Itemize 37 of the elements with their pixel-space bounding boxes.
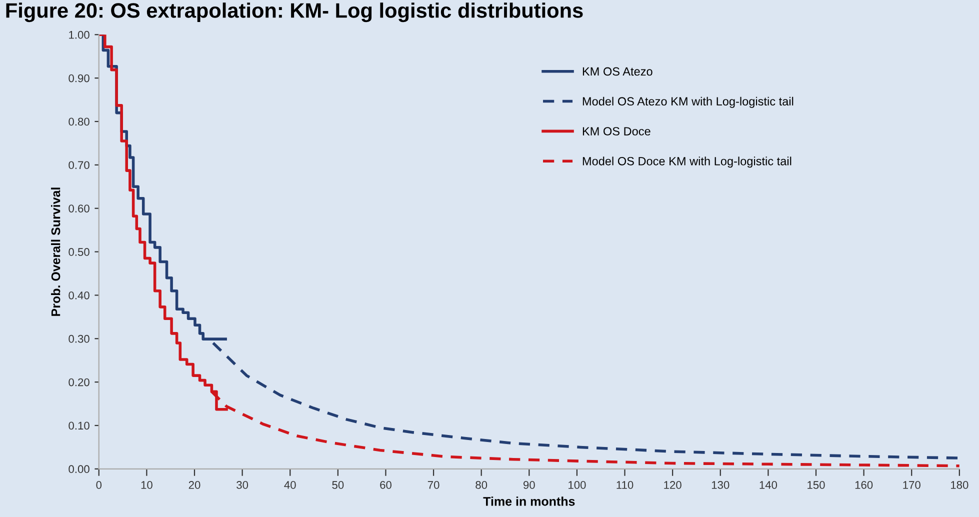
chart-title: Figure 20: OS extrapolation: KM- Log logistic distributions	[6, 2, 583, 22]
y-tick-label: 0.80	[68, 118, 90, 126]
x-tick-label: 0	[96, 481, 102, 489]
x-tick-label: 30	[236, 481, 248, 489]
y-tick-label: 0.60	[68, 204, 90, 212]
x-tick-label: 70	[428, 481, 440, 489]
x-tick-label: 90	[523, 481, 535, 489]
y-tick-label: 0.30	[68, 334, 90, 343]
x-tick-label: 100	[568, 481, 586, 489]
y-tick-label: 0.90	[68, 74, 90, 82]
legend-label: Model OS Doce KM with Log-logistic tail	[582, 156, 792, 168]
x-tick-label: 140	[760, 481, 778, 489]
legend-label: KM OS Atezo	[582, 67, 652, 76]
x-tick-label: 160	[855, 481, 873, 489]
y-tick-label: 0.10	[68, 422, 90, 430]
y-tick-label: 0.00	[68, 465, 90, 474]
legend-label: KM OS Doce	[582, 127, 650, 136]
x-tick-label: 20	[188, 481, 200, 489]
x-tick-label: 170	[903, 481, 920, 489]
legend-label: Model OS Atezo KM with Log-logistic tail	[582, 96, 794, 108]
y-tick-label: 0.70	[68, 161, 90, 170]
x-tick-label: 50	[332, 481, 344, 489]
x-tick-label: 180	[951, 481, 968, 489]
y-tick-label: 0.40	[68, 291, 90, 300]
x-tick-label: 120	[664, 481, 682, 489]
x-axis-title: Time in months	[483, 496, 575, 506]
x-tick-label: 150	[808, 481, 825, 489]
x-tick-label: 10	[141, 481, 152, 489]
y-tick-label: 0.20	[68, 378, 90, 386]
x-tick-label: 130	[712, 481, 730, 489]
y-axis-title: Prob. Overall Survival	[51, 188, 60, 316]
y-tick-label: 0.50	[68, 248, 90, 256]
y-tick-label: 1.00	[69, 30, 90, 39]
x-tick-label: 80	[476, 481, 488, 489]
x-tick-label: 110	[616, 481, 634, 489]
x-tick-label: 40	[284, 481, 296, 489]
x-tick-label: 60	[380, 481, 392, 489]
